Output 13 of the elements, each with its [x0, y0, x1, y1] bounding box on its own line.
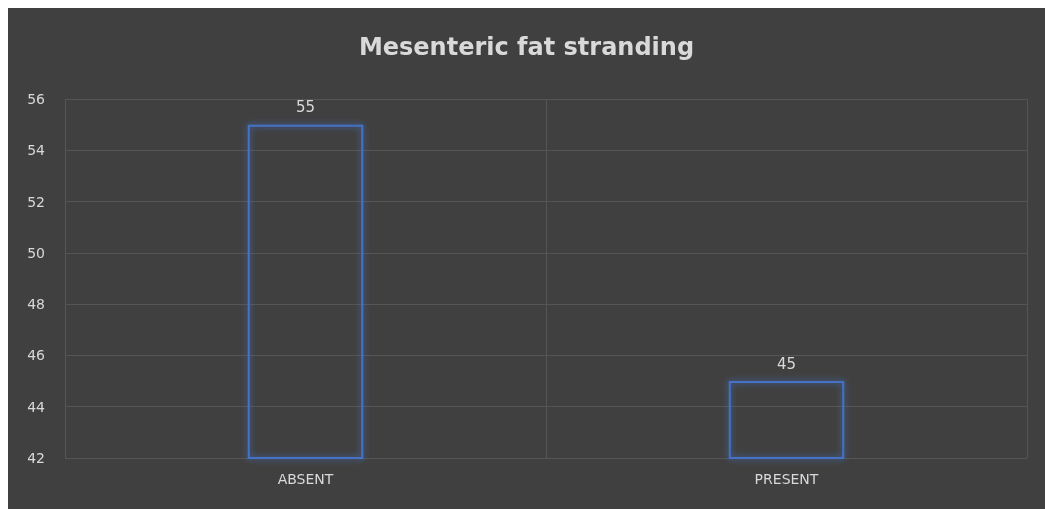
y-tick-label: 46 — [27, 347, 46, 364]
y-tick-label: 50 — [27, 244, 45, 261]
chart-title: Mesenteric fat stranding — [358, 33, 695, 61]
y-tick-label: 42 — [27, 450, 45, 466]
y-tick-label: 56 — [27, 91, 46, 107]
y-tick-label: 44 — [27, 398, 46, 415]
y-tick-label: 54 — [27, 142, 46, 159]
x-tick-label: ABSENT — [277, 471, 334, 487]
x-tick-label: PRESENT — [754, 471, 819, 487]
data-label: 55 — [295, 98, 316, 117]
data-label: 45 — [776, 354, 797, 373]
y-tick-label: 52 — [27, 193, 45, 210]
y-tick-label: 48 — [27, 296, 45, 313]
